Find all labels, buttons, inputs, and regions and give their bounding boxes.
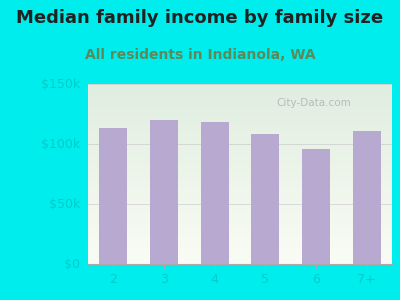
Text: $0: $0 (64, 257, 80, 271)
Text: $100k: $100k (41, 137, 80, 151)
Bar (201, 122, 229, 264)
Bar (251, 134, 279, 264)
Bar (150, 120, 178, 264)
Text: Median family income by family size: Median family income by family size (16, 9, 384, 27)
Bar (353, 131, 380, 264)
Bar (99, 128, 127, 264)
Text: $50k: $50k (49, 197, 80, 211)
Text: $150k: $150k (41, 77, 80, 91)
Text: City-Data.com: City-Data.com (276, 98, 351, 108)
Bar (302, 149, 330, 264)
Text: All residents in Indianola, WA: All residents in Indianola, WA (85, 48, 315, 62)
